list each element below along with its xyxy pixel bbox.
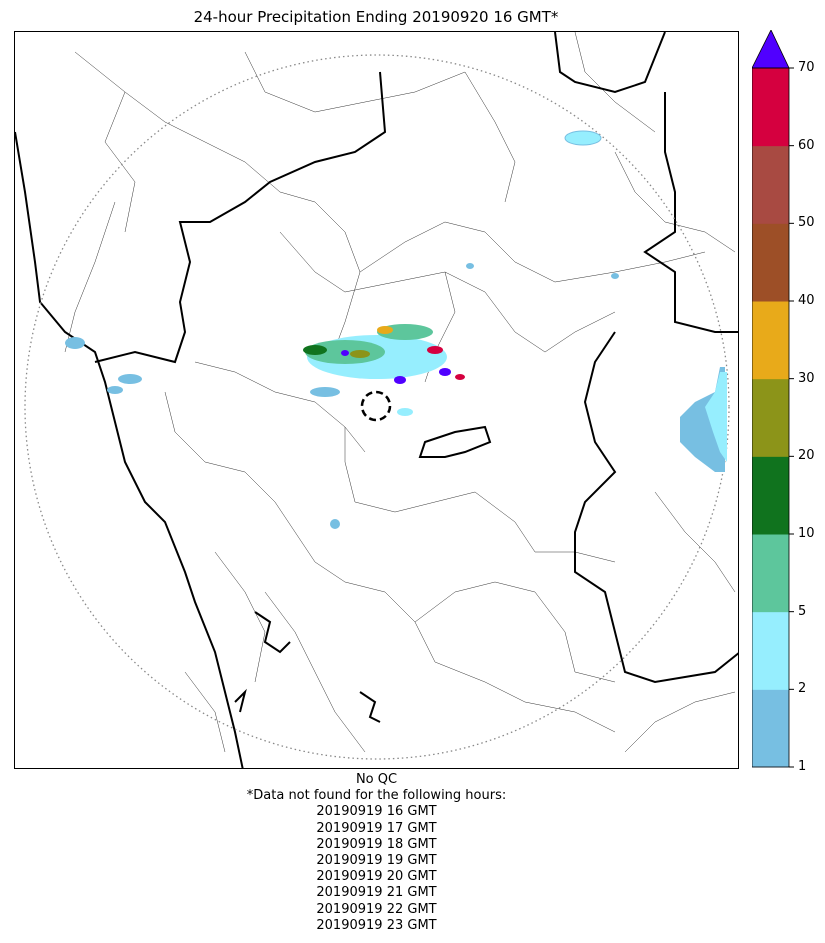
notes: No QC *Data not found for the following … — [14, 772, 739, 934]
colorbar-tick-label: 30 — [798, 370, 815, 386]
missing-hour: 20190919 19 GMT — [316, 853, 437, 869]
colorbar-band — [752, 223, 789, 302]
colorbar-band — [752, 378, 789, 457]
missing-hour: 20190919 17 GMT — [316, 820, 437, 836]
colorbar-tick-label: 20 — [798, 448, 815, 464]
qc-note: No QC — [355, 772, 398, 787]
colorbar-band — [752, 456, 789, 535]
chart-title: 24-hour Precipitation Ending 20190920 16… — [193, 8, 559, 26]
missing-hour: 20190919 18 GMT — [316, 836, 437, 852]
colorbar-band — [752, 689, 789, 768]
colorbar-tick-label: 5 — [798, 603, 807, 619]
colorbar-extend-triangle — [752, 30, 790, 69]
radar-range-ring — [24, 54, 730, 760]
missing-hour: 20190919 16 GMT — [316, 804, 437, 820]
colorbar-frame — [752, 67, 790, 768]
district-boundaries — [64, 32, 736, 753]
colorbar — [752, 30, 794, 768]
colorbar-band — [752, 68, 789, 147]
colorbar-tick-label: 70 — [798, 60, 815, 75]
missing-header: *Data not found for the following hours: — [246, 788, 507, 804]
colorbar-tick-label: 10 — [798, 526, 815, 541]
radar-site-marker — [360, 390, 392, 422]
colorbar-bands — [752, 68, 789, 768]
colorbar-band — [752, 534, 789, 613]
missing-hour: 20190919 20 GMT — [316, 869, 437, 885]
colorbar-tick-label: 1 — [798, 759, 807, 774]
colorbar-ticks — [789, 67, 794, 768]
missing-hour: 20190919 23 GMT — [316, 917, 437, 933]
colorbar-band — [752, 611, 789, 690]
colorbar-tick-label: 40 — [798, 293, 815, 308]
colorbar-band — [752, 145, 789, 224]
missing-hour: 20190919 21 GMT — [316, 885, 437, 901]
state-boundaries — [15, 32, 738, 768]
colorbar-band — [752, 301, 789, 380]
colorbar-tick-label: 60 — [798, 137, 815, 153]
colorbar-tick-label: 2 — [798, 681, 807, 697]
missing-hour: 20190919 22 GMT — [316, 901, 437, 917]
map-canvas — [15, 32, 738, 768]
precipitation-map — [14, 31, 739, 769]
colorbar-tick-label: 50 — [798, 215, 815, 231]
precipitation-patches — [65, 130, 727, 529]
